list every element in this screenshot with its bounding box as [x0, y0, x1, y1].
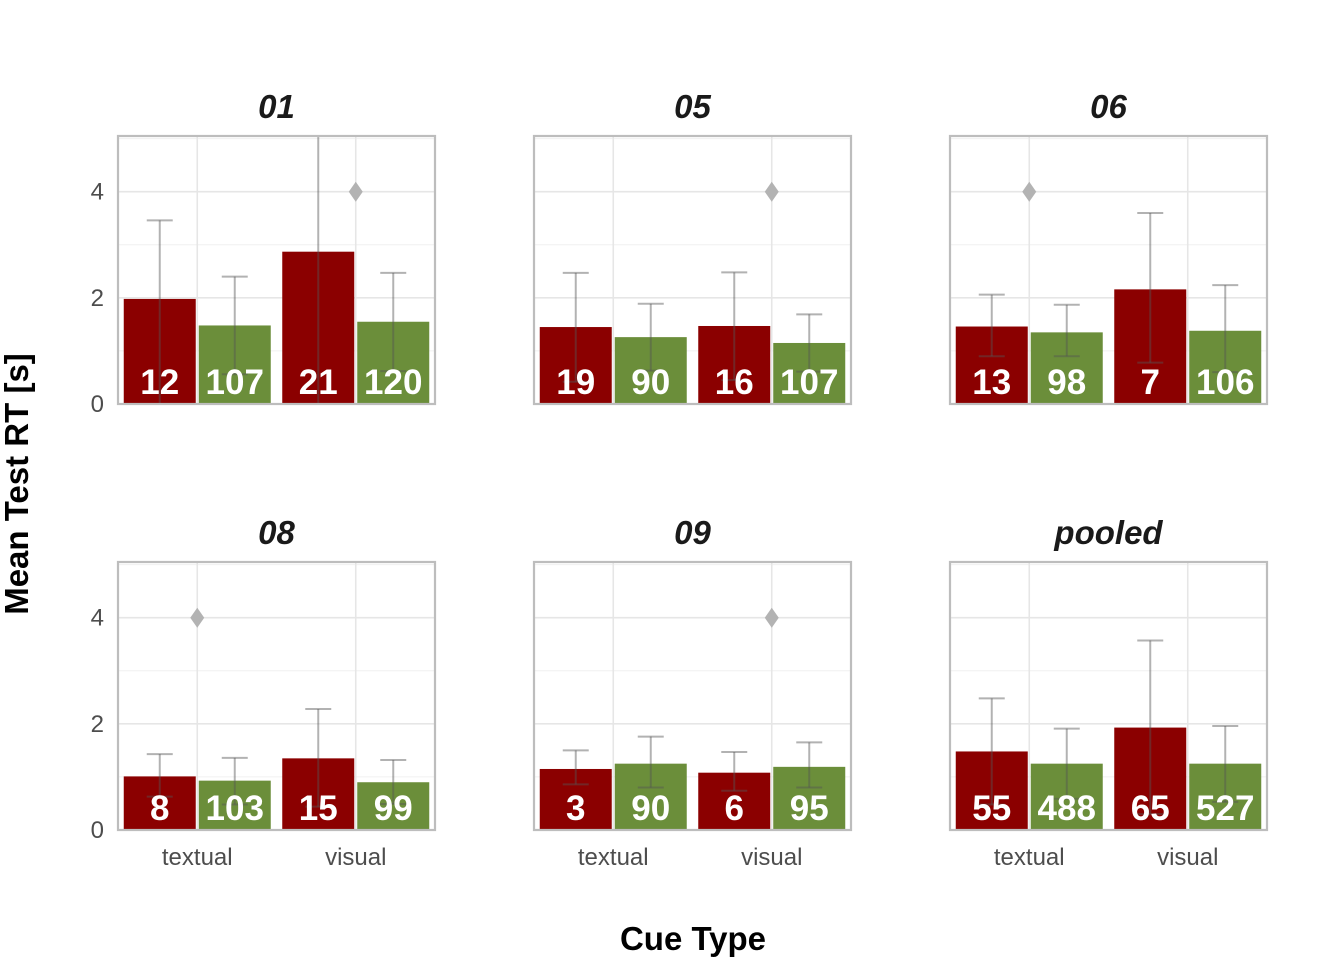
panel-border: [948, 560, 1269, 832]
count-label: 21: [299, 363, 338, 402]
bar-textual-a: [955, 326, 1028, 404]
facet-title: pooled: [1053, 514, 1163, 551]
bar-visual-b: [773, 342, 846, 404]
count-label: 488: [1038, 789, 1096, 828]
facet-title: 01: [258, 88, 295, 125]
x-tick-label: textual: [578, 844, 649, 871]
x-axis-title: Cue Type: [620, 920, 766, 957]
x-tick-label: textual: [162, 844, 233, 871]
count-label: 98: [1047, 363, 1086, 402]
bar-textual-a: [123, 776, 196, 830]
y-tick-label: 0: [91, 817, 104, 844]
facet-title: 09: [674, 514, 711, 551]
outlier-marker: [348, 181, 363, 202]
bar-textual-b: [198, 325, 271, 404]
facet-panel-09: 3 90 6 95 09 textual visual: [532, 514, 853, 871]
count-label: 12: [140, 363, 179, 402]
outlier-marker: [764, 181, 779, 202]
count-label: 65: [1131, 789, 1170, 828]
count-label: 19: [556, 363, 595, 402]
facet-panel-05: 19 90 16 107 05: [532, 88, 853, 406]
bar-textual-b: [614, 337, 687, 404]
bar-visual-b: [357, 321, 430, 404]
count-label: 3: [566, 789, 585, 828]
bar-visual-b: [1189, 330, 1262, 404]
count-label: 8: [150, 789, 169, 828]
panel-border: [948, 134, 1269, 406]
x-tick-label: visual: [1157, 844, 1218, 871]
bar-textual-b: [614, 763, 687, 830]
facet-panel-pooled: 55 488 65 527 pooled textual visual: [948, 514, 1269, 871]
y-tick-label: 0: [91, 391, 104, 418]
count-label: 16: [715, 363, 754, 402]
outlier-marker: [764, 607, 779, 628]
count-label: 6: [725, 789, 744, 828]
y-tick-label: 4: [91, 179, 104, 206]
count-label: 120: [364, 363, 422, 402]
y-tick-label: 4: [91, 605, 104, 632]
bar-visual-a: [1114, 289, 1187, 404]
outlier-marker: [190, 607, 205, 628]
count-label: 106: [1196, 363, 1254, 402]
count-label: 15: [299, 789, 338, 828]
bar-visual-a: [698, 772, 771, 830]
facet-panel-08: 8 103 15 99 08 0 2 4 textual visual: [91, 514, 437, 871]
count-label: 90: [631, 363, 670, 402]
bar-textual-b: [198, 780, 271, 830]
count-label: 107: [206, 363, 264, 402]
facet-panel-06: 13 98 7 106 06: [948, 88, 1269, 406]
facet-title: 05: [674, 88, 711, 125]
bar-textual-a: [955, 751, 1028, 830]
bar-textual-a: [539, 327, 612, 404]
bar-textual-b: [1030, 332, 1103, 404]
count-label: 95: [790, 789, 829, 828]
bar-textual-a: [123, 298, 196, 404]
count-label: 107: [780, 363, 838, 402]
bar-textual-b: [1030, 763, 1103, 830]
count-label: 527: [1196, 789, 1254, 828]
bar-visual-a: [1114, 727, 1187, 830]
x-tick-label: textual: [994, 844, 1065, 871]
count-label: 99: [374, 789, 413, 828]
y-tick-label: 2: [91, 711, 104, 738]
bar-textual-a: [539, 768, 612, 830]
x-tick-label: visual: [741, 844, 802, 871]
count-label: 13: [972, 363, 1011, 402]
bar-visual-a: [698, 325, 771, 404]
facet-panel-01: 12 107 21 120 01 0 2 4: [91, 88, 437, 418]
panel-border: [116, 560, 437, 832]
outlier-marker: [1022, 181, 1037, 202]
panel-border: [532, 560, 853, 832]
x-tick-label: visual: [325, 844, 386, 871]
facet-title: 06: [1090, 88, 1127, 125]
bar-visual-b: [773, 766, 846, 830]
y-axis-title: Mean Test RT [s]: [0, 353, 35, 615]
bar-visual-a: [282, 758, 355, 830]
y-tick-label: 2: [91, 285, 104, 312]
count-label: 103: [206, 789, 264, 828]
count-label: 7: [1141, 363, 1160, 402]
count-label: 90: [631, 789, 670, 828]
panel-border: [532, 134, 853, 406]
bar-visual-a: [282, 251, 355, 404]
bar-visual-b: [1189, 763, 1262, 830]
bar-visual-b: [357, 782, 430, 830]
panel-border: [116, 134, 437, 406]
count-label: 55: [972, 789, 1011, 828]
facet-title: 08: [258, 514, 295, 551]
